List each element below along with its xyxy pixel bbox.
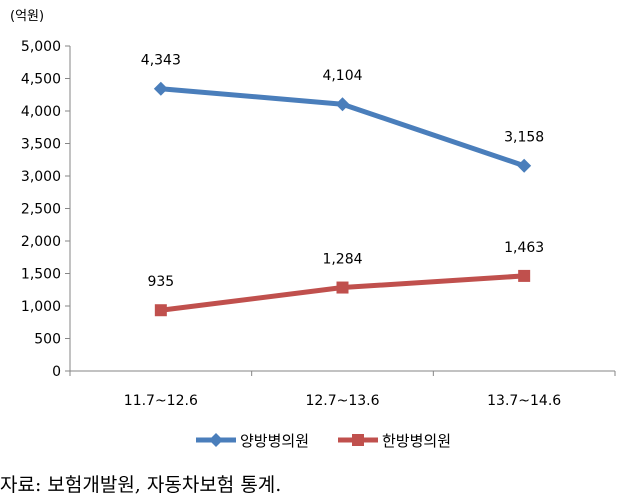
data-label: 4,343: [141, 53, 181, 69]
legend-item-1: 양방병의원: [196, 432, 309, 450]
x-axis-ticks: 11.7~12.6 12.7~13.6 13.7~14.6: [69, 371, 616, 409]
y-tick-label: 2,000: [21, 234, 61, 250]
y-tick-label: 4,500: [21, 72, 61, 88]
series-layer: 4,343 4,104 3,158 935 1,284 1,463: [141, 53, 544, 317]
series-1: 4,343 4,104 3,158: [141, 53, 544, 173]
legend-marker: [209, 433, 223, 447]
data-label: 4,104: [322, 68, 362, 84]
legend-marker: [352, 434, 364, 446]
data-point: [518, 269, 531, 282]
y-tick-label: 5,000: [21, 39, 61, 55]
data-label: 1,463: [504, 240, 544, 256]
data-point: [153, 81, 168, 96]
y-tick-label: 0: [52, 364, 61, 380]
y-tick-label: 3,000: [21, 169, 61, 185]
legend: 양방병의원 한방병의원: [196, 432, 451, 450]
y-tick-label: 4,000: [21, 104, 61, 120]
y-tick-label: 500: [34, 332, 61, 348]
y-tick-label: 2,500: [21, 202, 61, 218]
y-axis-ticks: 0 500 1,000 1,500 2,000 2,500 3,000 3,500 4,000 4…: [21, 39, 70, 380]
y-tick-label: 1,000: [21, 299, 61, 315]
data-label: 935: [147, 274, 174, 290]
data-point: [335, 97, 350, 112]
data-point: [517, 158, 532, 173]
legend-item-2: 한방병의원: [338, 432, 451, 450]
data-point: [154, 304, 167, 317]
legend-label: 한방병의원: [382, 432, 451, 450]
source-note: 자료: 보험개발원, 자동차보험 통계.: [0, 474, 281, 496]
x-tick-label: 12.7~13.6: [305, 393, 379, 409]
y-tick-label: 3,500: [21, 137, 61, 153]
y-tick-label: 1,500: [21, 267, 61, 283]
series-2: 935 1,284 1,463: [147, 240, 544, 317]
data-point: [336, 281, 349, 294]
y-axis-unit-label: (억원): [10, 9, 44, 24]
x-tick-label: 11.7~12.6: [124, 393, 198, 409]
x-tick-label: 13.7~14.6: [487, 393, 561, 409]
data-label: 3,158: [504, 130, 544, 146]
axes: [69, 46, 615, 372]
data-label: 1,284: [322, 252, 362, 268]
legend-label: 양방병의원: [240, 432, 309, 450]
